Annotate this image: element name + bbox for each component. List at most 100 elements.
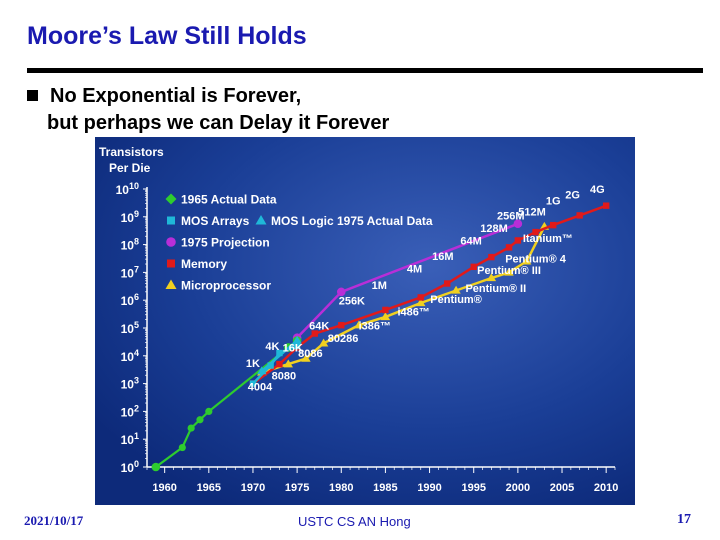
bullet-continuation: but perhaps we can Delay it Forever <box>47 112 390 134</box>
y-tick-label-base: 10 <box>121 433 135 447</box>
data-label: 8080 <box>272 370 296 382</box>
y-tick-label-base: 10 <box>121 266 135 280</box>
data-point-actual_1965 <box>205 407 213 415</box>
data-label: Pentium® <box>430 294 482 306</box>
y-tick-label: 1010 <box>116 181 139 197</box>
page-number: 17 <box>677 512 691 527</box>
data-label: 16M <box>432 251 453 263</box>
data-point-actual_1965 <box>187 424 195 432</box>
y-tick-label: 104 <box>121 348 139 364</box>
bullet-line: No Exponential is Forever, <box>27 83 301 109</box>
data-label: 2G <box>565 190 580 202</box>
y-tick-label: 106 <box>121 292 139 308</box>
data-label: 4004 <box>248 382 273 394</box>
y-tick-label-exponent: 1 <box>134 431 139 441</box>
x-tick-label: 1960 <box>152 482 176 494</box>
legend-marker-microprocessor <box>165 279 177 289</box>
data-point-memory <box>549 221 557 229</box>
data-point-microprocessor <box>486 273 497 282</box>
data-point-memory <box>382 306 389 314</box>
y-tick-label: 108 <box>121 237 139 253</box>
data-point-mos_arrays <box>293 342 301 350</box>
x-tick-label: 2010 <box>594 482 618 494</box>
y-tick-label-base: 10 <box>116 183 130 197</box>
footer-author: USTC CS AN Hong <box>298 514 411 529</box>
y-tick-label-exponent: 7 <box>134 264 139 274</box>
chart-title: Transistors Per Die <box>99 145 164 175</box>
data-point-microprocessor <box>301 353 311 362</box>
y-tick-label-base: 10 <box>121 322 135 336</box>
data-label: 64M <box>460 236 481 248</box>
data-label: Pentium® 4 <box>505 254 567 266</box>
legend-marker-mos_logic <box>255 215 267 225</box>
data-point-memory <box>444 280 451 287</box>
data-point-microprocessor <box>380 312 391 321</box>
data-label: 4M <box>407 263 422 275</box>
chart-title-line-2: Per Die <box>109 161 151 175</box>
y-tick-label: 101 <box>121 431 139 447</box>
data-point-memory <box>470 263 477 271</box>
data-label: i486™ <box>397 306 429 318</box>
y-tick-label-exponent: 6 <box>134 292 139 302</box>
y-tick-label: 107 <box>121 264 139 280</box>
slide-title: Moore’s Law Still Holds <box>27 22 307 50</box>
x-tick-label: 1995 <box>461 482 485 494</box>
data-point-memory <box>514 237 522 244</box>
y-tick-label: 105 <box>121 320 139 336</box>
data-point-microprocessor <box>354 320 364 329</box>
data-label: 1G <box>546 195 561 207</box>
y-tick-label: 100 <box>121 459 139 475</box>
footer-date: 2021/10/17 <box>24 513 84 528</box>
x-tick-label: 1975 <box>285 482 309 494</box>
y-tick-label-exponent: 2 <box>134 403 139 413</box>
y-tick-label: 109 <box>121 209 139 225</box>
data-point-microprocessor <box>504 267 514 276</box>
x-tick-label: 1990 <box>417 482 441 494</box>
y-tick-label-exponent: 4 <box>134 348 139 358</box>
data-label: Itanium™ <box>523 233 573 245</box>
y-tick-label-exponent: 5 <box>134 320 139 330</box>
legend-label-mos_logic: MOS Logic 1975 Actual Data <box>271 214 433 228</box>
legend-label-mos_arrays: MOS Arrays <box>181 214 250 228</box>
y-tick-label-exponent: 0 <box>134 459 139 469</box>
legend-label-microprocessor: Microprocessor <box>181 279 271 293</box>
x-tick-label: 1970 <box>241 482 265 494</box>
y-tick-label-base: 10 <box>121 461 135 475</box>
data-label: Pentium® II <box>465 283 526 295</box>
data-label: 1K <box>246 358 260 370</box>
data-point-mos_arrays <box>267 362 274 369</box>
data-label: 256M <box>497 211 525 223</box>
legend-label-memory: Memory <box>181 257 227 271</box>
data-point-microprocessor <box>416 298 426 307</box>
data-point-memory <box>276 360 283 368</box>
y-tick-label-base: 10 <box>121 405 135 419</box>
data-point-memory <box>417 294 424 301</box>
data-point-actual_1965 <box>196 416 204 424</box>
chart-series <box>151 202 610 472</box>
data-point-projection <box>513 219 523 229</box>
data-label: 16K <box>283 343 303 355</box>
y-tick-label-base: 10 <box>121 378 135 392</box>
data-point-memory <box>532 228 539 236</box>
y-tick-label-base: 10 <box>121 294 135 308</box>
y-tick-label-base: 10 <box>121 211 135 225</box>
data-label: 128M <box>480 223 508 235</box>
data-point-memory <box>311 330 318 337</box>
data-label: 256K <box>339 295 365 307</box>
data-label: 512M <box>518 206 546 218</box>
x-tick-label: 1985 <box>373 482 397 494</box>
x-tick-label: 1965 <box>197 482 221 494</box>
y-tick-label-exponent: 9 <box>134 209 139 219</box>
data-point-mos_arrays <box>276 349 283 357</box>
data-point-memory <box>338 322 345 329</box>
x-tick-label: 1980 <box>329 482 353 494</box>
y-tick-label-exponent: 10 <box>129 181 139 191</box>
chart-legend: 1965 Actual Data MOS Arrays MOS Logic 1975… <box>165 193 433 293</box>
y-tick-label-base: 10 <box>121 350 135 364</box>
data-point-microprocessor <box>283 359 293 368</box>
title-rule <box>27 68 703 73</box>
data-point-mos_arrays <box>249 380 257 387</box>
data-label: i386™ <box>359 320 391 332</box>
